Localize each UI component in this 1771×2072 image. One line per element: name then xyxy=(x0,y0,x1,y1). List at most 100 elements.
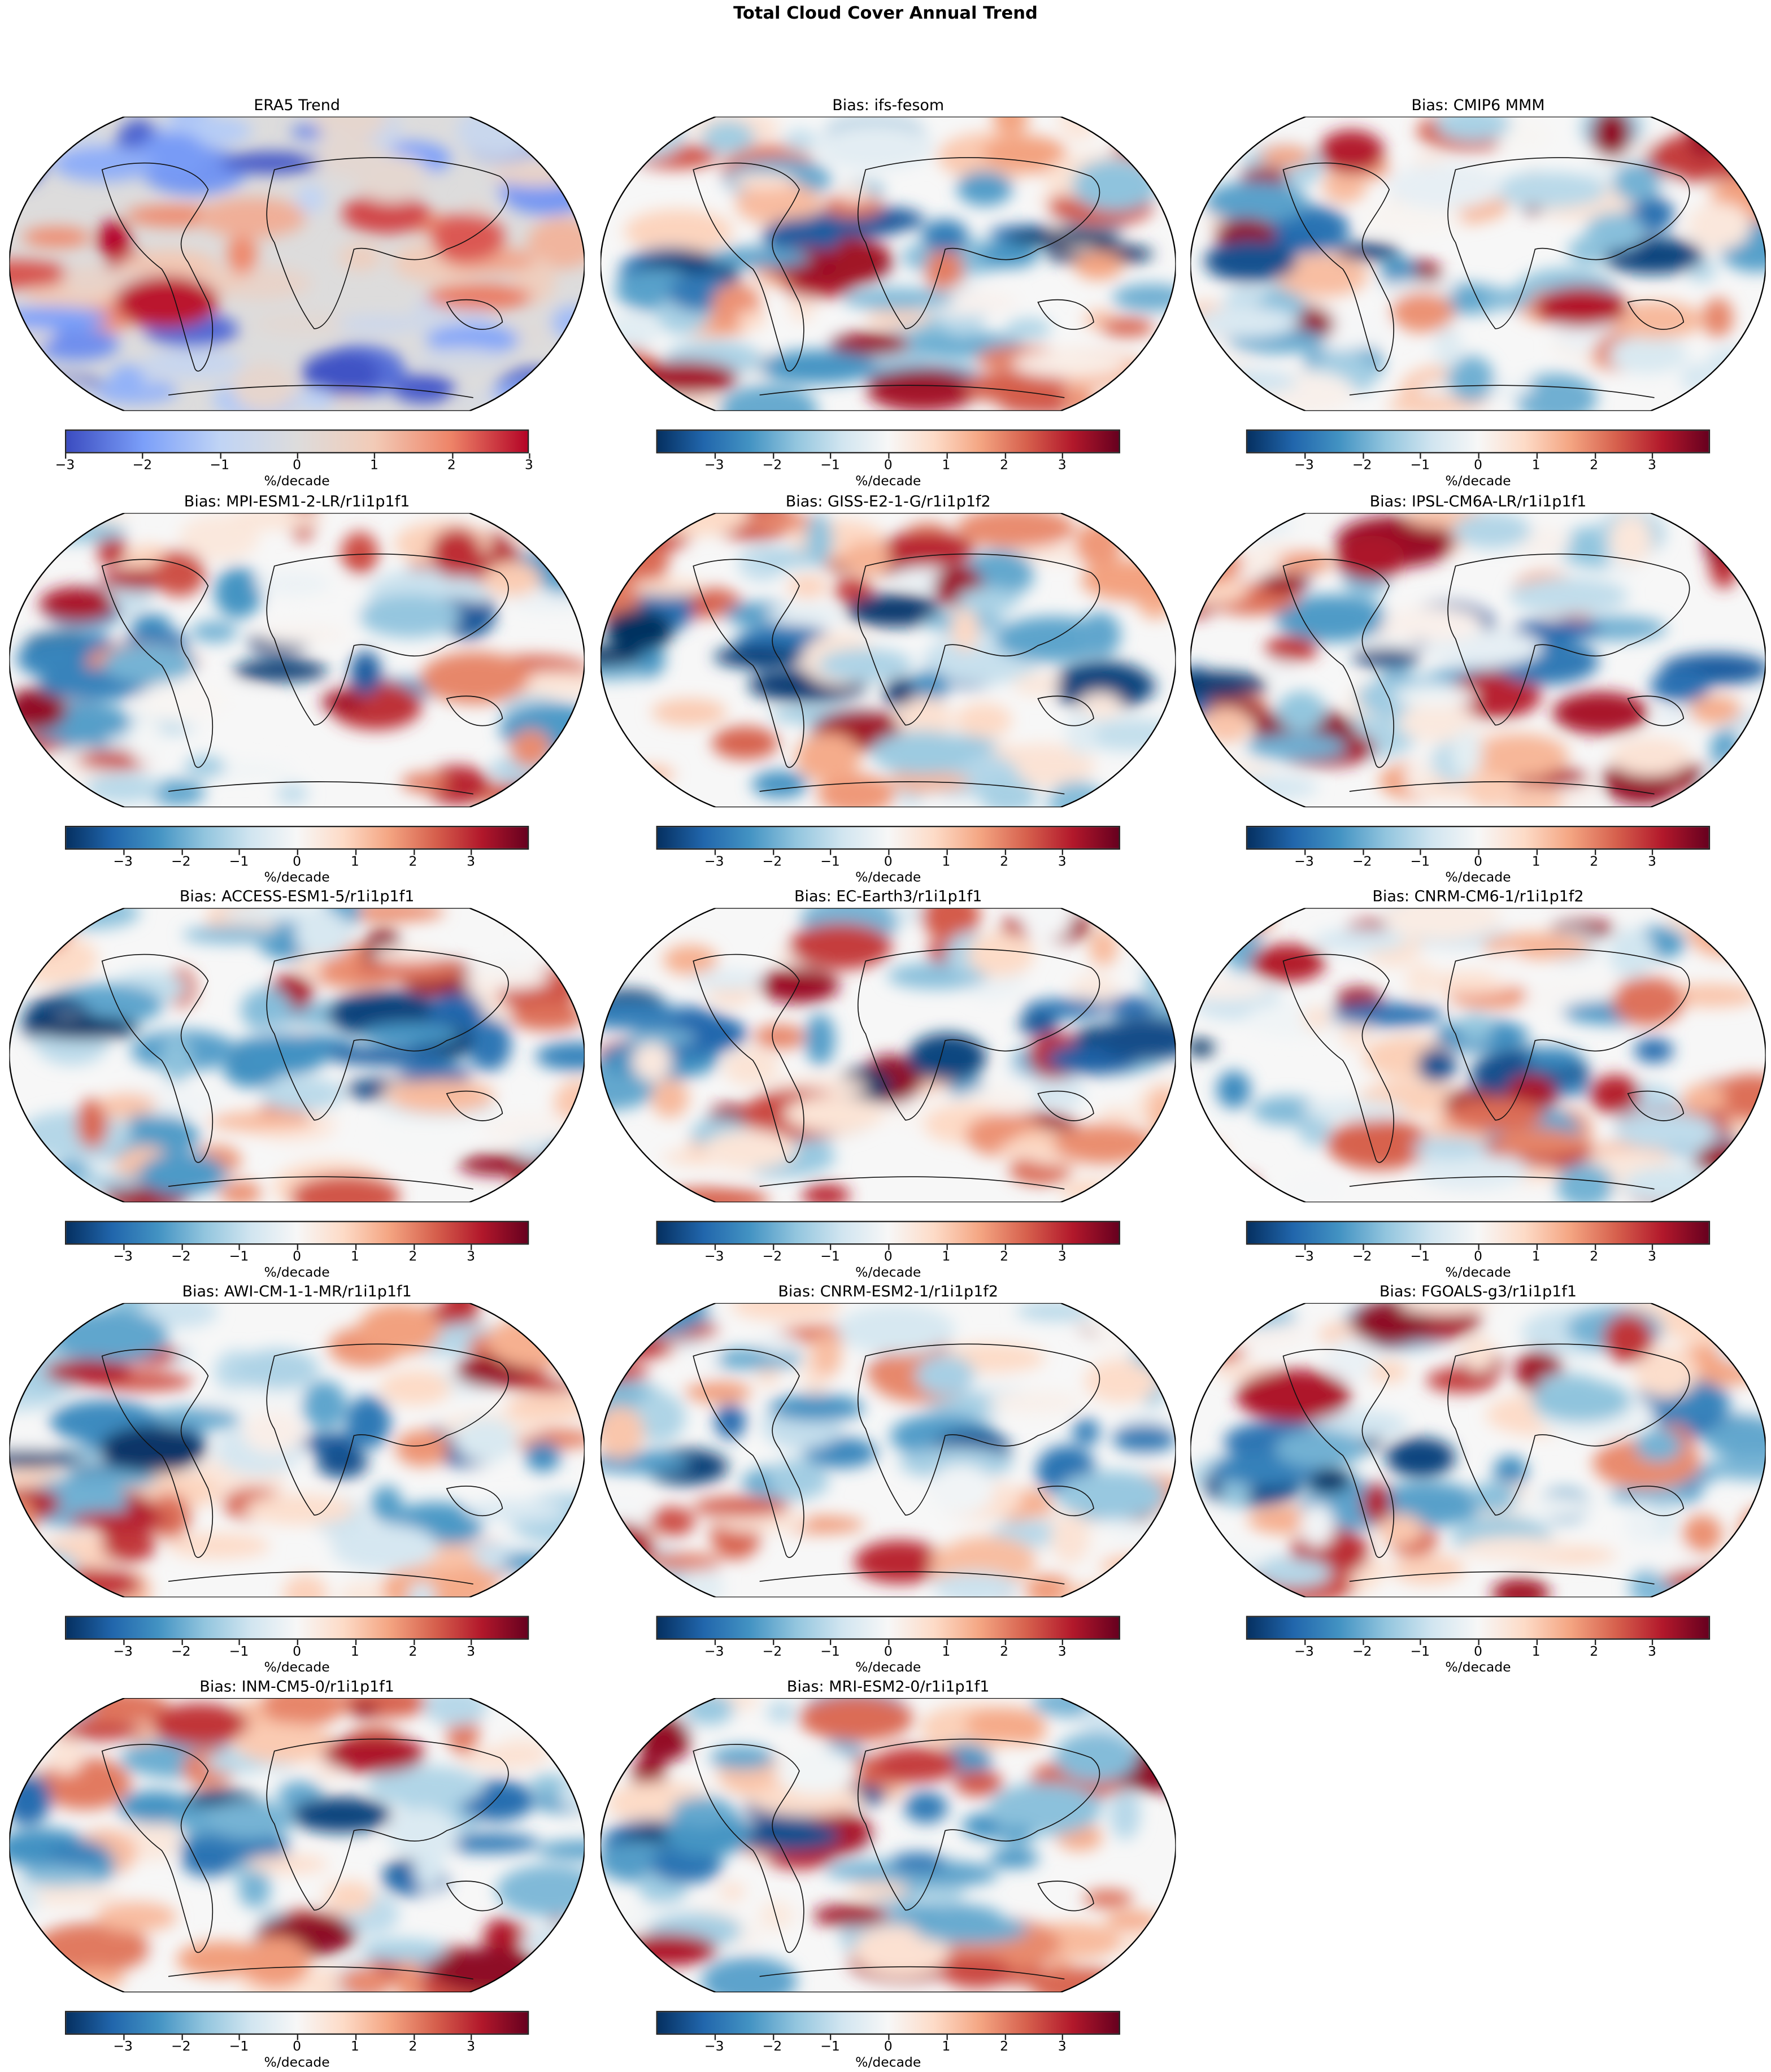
heatmap-cell xyxy=(1325,1336,1376,1382)
colorbar-tick-label: 3 xyxy=(467,1645,476,1660)
heatmap-cell xyxy=(1190,1039,1215,1056)
heatmap-cell xyxy=(758,1900,794,1930)
heatmap-cell xyxy=(842,541,891,577)
heatmap-cell xyxy=(692,1334,719,1377)
colorbar-tick xyxy=(714,2035,716,2040)
heatmap-cell xyxy=(1493,1128,1582,1157)
heatmap-cell xyxy=(1025,1574,1073,1597)
heatmap-cell xyxy=(964,1707,1046,1742)
heatmap-cell xyxy=(730,1303,841,1321)
heatmap-cell xyxy=(789,923,893,970)
heatmap-cell xyxy=(146,1407,241,1431)
colorbar-tick-label: 0 xyxy=(884,1250,893,1265)
colorbar-tick xyxy=(1004,1639,1006,1646)
heatmap-cell xyxy=(1111,1304,1176,1323)
colorbar-tick xyxy=(946,1244,948,1250)
heatmap-cell xyxy=(1222,1174,1260,1203)
colorbar-tick-label: −1 xyxy=(229,1645,249,1660)
colorbar-tick xyxy=(1536,850,1538,855)
heatmap-cell xyxy=(525,1441,560,1472)
colorbar-tick xyxy=(181,2035,182,2040)
heatmap-cell xyxy=(925,245,964,294)
heatmap-cell xyxy=(1300,1099,1407,1121)
heatmap-cell xyxy=(616,1933,717,1966)
heatmap-cell xyxy=(1050,1512,1090,1565)
colorbar-tick-label: 3 xyxy=(1058,855,1067,870)
heatmap-cell xyxy=(1363,201,1463,236)
colorbar-tick xyxy=(1062,453,1064,459)
colorbar-tick xyxy=(181,1639,182,1646)
coastline xyxy=(101,1738,509,1980)
colorbar-tick xyxy=(471,850,472,855)
colorbar-tick-label: 1 xyxy=(350,1250,359,1265)
heatmap-cell xyxy=(1614,1112,1718,1150)
heatmap-cell xyxy=(688,969,766,991)
colorbar-tick xyxy=(830,1244,832,1250)
colorbar-tick xyxy=(714,1244,716,1250)
colorbar-tick xyxy=(355,1639,356,1646)
heatmap-cell xyxy=(1703,298,1733,338)
colorbar-tick-label: −3 xyxy=(113,1250,133,1265)
colorbar-tick xyxy=(772,2035,774,2040)
colorbar-tick xyxy=(1304,453,1306,459)
colorbar-tick-label: 0 xyxy=(1473,1250,1482,1265)
heatmap-cell xyxy=(302,351,381,396)
heatmap-cell xyxy=(1275,1429,1367,1469)
heatmap-cell xyxy=(1711,1074,1766,1121)
heatmap-cell xyxy=(1282,1173,1342,1203)
heatmap-cell xyxy=(10,1957,40,1992)
heatmap-cell xyxy=(1505,785,1564,808)
map-heatmap xyxy=(1190,513,1766,808)
heatmap-cell xyxy=(1256,1559,1332,1588)
heatmap-cell xyxy=(1721,1321,1766,1343)
colorbar-label: %/decade xyxy=(1445,1661,1511,1676)
heatmap-cell xyxy=(219,1181,262,1203)
heatmap-cell xyxy=(529,1774,566,1796)
heatmap-cell xyxy=(1704,1418,1766,1459)
colorbar-tick-label: 0 xyxy=(884,2040,893,2055)
colorbar-label: %/decade xyxy=(264,1661,330,1676)
colorbar-tick-label: 1 xyxy=(942,1645,951,1660)
colorbar-tick xyxy=(1062,1244,1064,1250)
heatmap-cell xyxy=(1130,1303,1176,1334)
heatmap-cell xyxy=(1716,1577,1766,1597)
heatmap-cell xyxy=(9,260,71,289)
heatmap-cell xyxy=(138,131,207,179)
colorbar-tick xyxy=(142,453,144,459)
heatmap-cell xyxy=(982,135,1067,171)
heatmap-cell xyxy=(1267,658,1296,680)
heatmap-cell xyxy=(504,513,585,540)
heatmap-cell xyxy=(1368,1361,1408,1383)
heatmap-cell xyxy=(1655,707,1697,724)
heatmap-cell xyxy=(341,532,378,576)
heatmap-cell xyxy=(1265,636,1318,662)
heatmap-cell xyxy=(989,1848,1039,1868)
colorbar-tick xyxy=(1652,850,1653,855)
heatmap-cell xyxy=(294,911,353,959)
colorbar-tick xyxy=(1062,850,1064,855)
heatmap-cell xyxy=(615,1568,658,1597)
heatmap-cell xyxy=(1525,1047,1582,1072)
map-outline xyxy=(9,1303,585,1597)
heatmap-cell xyxy=(1377,1514,1424,1546)
heatmap-cell xyxy=(131,613,171,631)
colorbar-tick-label: −2 xyxy=(171,855,191,870)
heatmap-cell xyxy=(395,1430,449,1466)
colorbar-tick xyxy=(772,850,774,855)
colorbar-tick xyxy=(355,2035,356,2040)
heatmap-cell xyxy=(1078,692,1122,719)
colorbar-tick xyxy=(830,453,832,459)
coastline xyxy=(1282,553,1690,795)
heatmap-cell xyxy=(1695,908,1755,942)
heatmap-cell xyxy=(921,219,969,253)
colorbar-tick-label: 1 xyxy=(942,458,951,473)
heatmap-cell xyxy=(1135,513,1176,537)
heatmap-cell xyxy=(802,1184,850,1203)
heatmap-cell xyxy=(149,779,206,806)
coastline xyxy=(101,157,509,398)
heatmap-cell xyxy=(432,1947,545,1992)
heatmap-cell xyxy=(1447,355,1494,402)
heatmap-cell xyxy=(316,1447,368,1478)
colorbar-tick-label: −3 xyxy=(704,458,724,473)
colorbar-tick-label: 0 xyxy=(293,1645,302,1660)
